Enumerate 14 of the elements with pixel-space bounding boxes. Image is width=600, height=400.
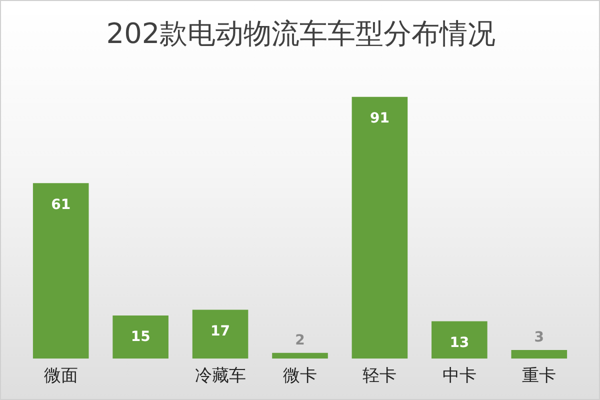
data-label: 13 bbox=[450, 334, 470, 351]
x-tick-label: 中卡 bbox=[442, 366, 476, 386]
x-tick-label: 轻卡 bbox=[362, 366, 397, 386]
data-label: 61 bbox=[51, 196, 71, 213]
chart-title: 202款电动物流车车型分布情况 bbox=[105, 16, 497, 52]
data-label: 91 bbox=[370, 110, 390, 127]
x-tick-label: 微面 bbox=[44, 366, 78, 386]
x-tick-label: 冷藏车 bbox=[194, 366, 246, 386]
data-label: 15 bbox=[130, 329, 150, 346]
x-tick-label: 微卡 bbox=[283, 366, 317, 386]
data-label: 17 bbox=[210, 323, 230, 340]
data-label: 2 bbox=[295, 332, 305, 348]
x-tick-label: 重卡 bbox=[522, 366, 556, 386]
data-label: 3 bbox=[534, 330, 544, 346]
